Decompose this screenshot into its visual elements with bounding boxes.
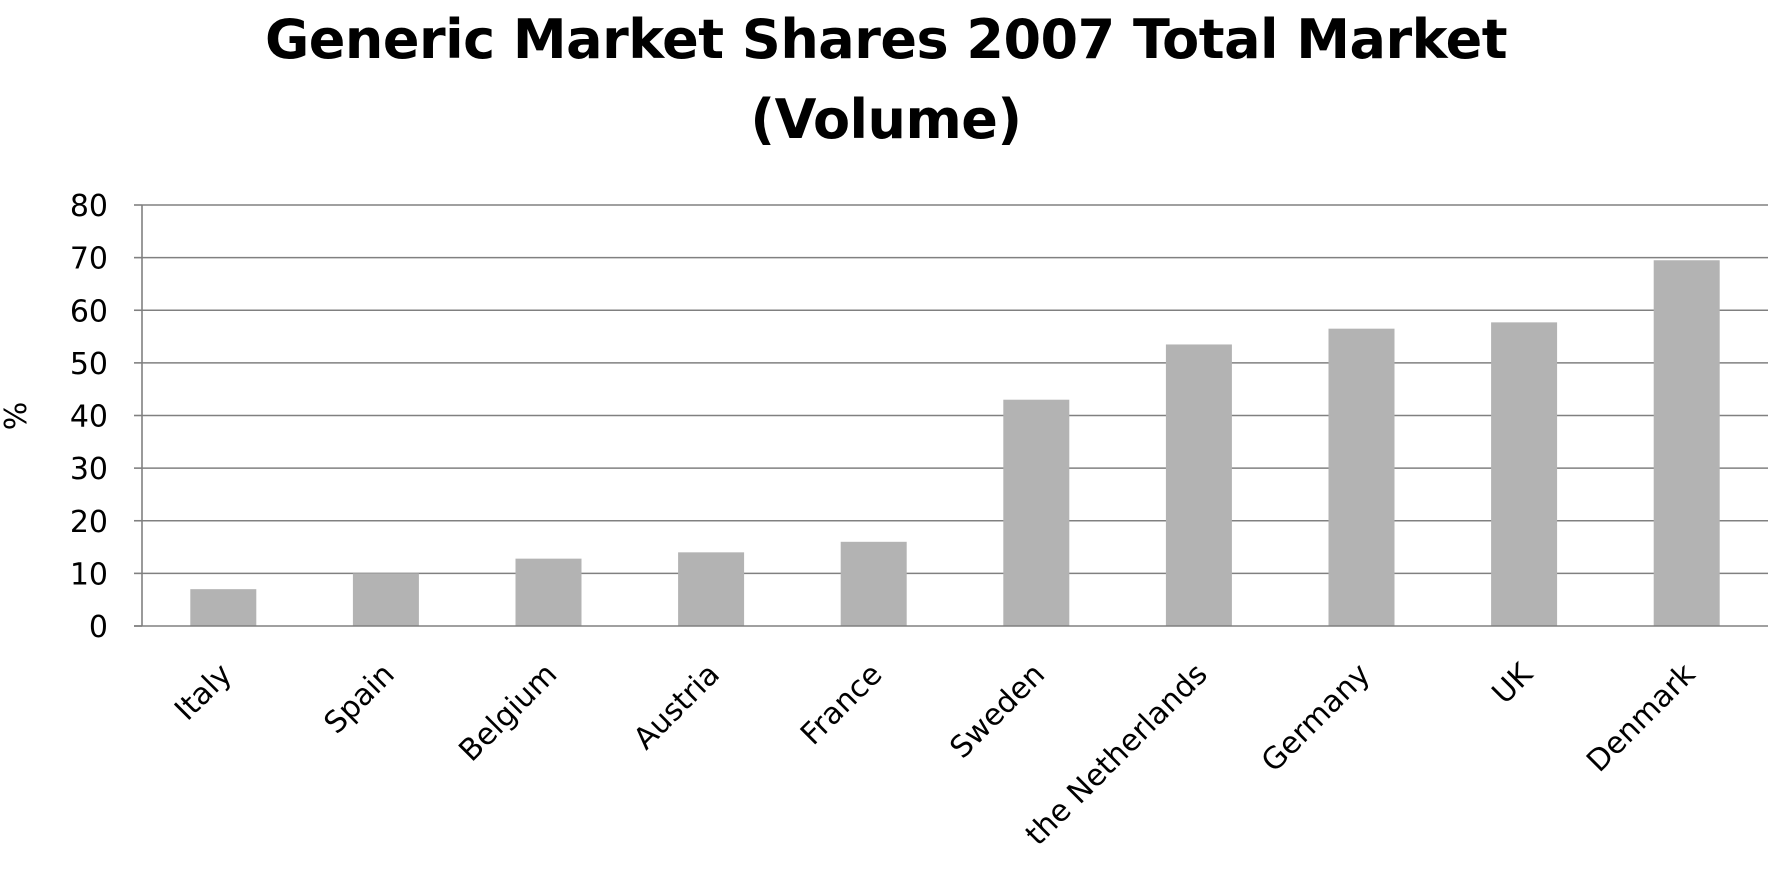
x-tick-label: Austria: [627, 657, 727, 757]
x-tick-label: Germany: [1255, 657, 1377, 779]
y-tick-label: 10: [70, 557, 108, 592]
y-axis-label: %: [0, 402, 34, 431]
chart-title-line-1: Generic Market Shares 2007 Total Market: [264, 8, 1508, 71]
x-tick-labels: Italy Spain Belgium Austria France Swedenthe …: [168, 656, 1703, 853]
y-tick-label: 40: [70, 400, 108, 435]
y-tick-labels: 0 10 20 30 40 50 60 70 80: [70, 189, 108, 645]
x-tick-label: Sweden: [943, 657, 1052, 766]
axes: [134, 204, 1768, 627]
bars: [190, 260, 1720, 626]
bar-uk: [1491, 322, 1558, 626]
bar-spain: [352, 573, 419, 626]
y-tick-label: 60: [70, 294, 108, 329]
bar-italy: [190, 589, 257, 626]
x-tick-label: Denmark: [1580, 656, 1703, 779]
y-tick-label: 0: [89, 610, 108, 645]
bar-sweden: [1003, 399, 1070, 626]
bar-france: [840, 541, 907, 626]
bar-denmark: [1653, 260, 1720, 626]
bar-belgium: [515, 558, 582, 626]
bar-austria: [678, 552, 745, 626]
y-tick-label: 50: [70, 347, 108, 382]
chart-title: Generic Market Shares 2007 Total Market …: [0, 0, 1772, 160]
x-tick-label: France: [794, 657, 889, 752]
y-tick-label: 30: [70, 452, 108, 487]
y-tick-label: 70: [70, 242, 108, 277]
x-tick-label: UK: [1486, 656, 1541, 711]
bar-the-netherlands: [1165, 344, 1232, 626]
x-tick-label: Italy: [168, 657, 239, 728]
bar-germany: [1328, 328, 1395, 626]
x-tick-label: the Netherlands: [1019, 657, 1215, 853]
y-tick-label: 80: [70, 189, 108, 224]
y-tick-label: 20: [70, 505, 108, 540]
chart-title-line-2: (Volume): [750, 88, 1022, 151]
x-tick-label: Spain: [318, 657, 402, 741]
x-tick-label: Belgium: [452, 657, 564, 769]
